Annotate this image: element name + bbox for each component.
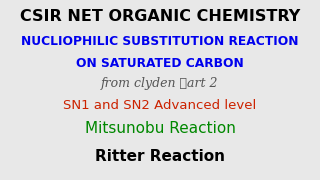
Text: NUCLIOPHILIC SUBSTITUTION REACTION: NUCLIOPHILIC SUBSTITUTION REACTION [21, 35, 299, 48]
Text: CSIR NET ORGANIC CHEMISTRY: CSIR NET ORGANIC CHEMISTRY [20, 9, 300, 24]
Text: ON SATURATED CARBON: ON SATURATED CARBON [76, 57, 244, 70]
Text: Ritter Reaction: Ritter Reaction [95, 149, 225, 164]
Text: SN1 and SN2 Advanced level: SN1 and SN2 Advanced level [63, 99, 257, 112]
Text: from clyden Ⓟart 2: from clyden Ⓟart 2 [101, 77, 219, 90]
Text: Mitsunobu Reaction: Mitsunobu Reaction [84, 121, 236, 136]
